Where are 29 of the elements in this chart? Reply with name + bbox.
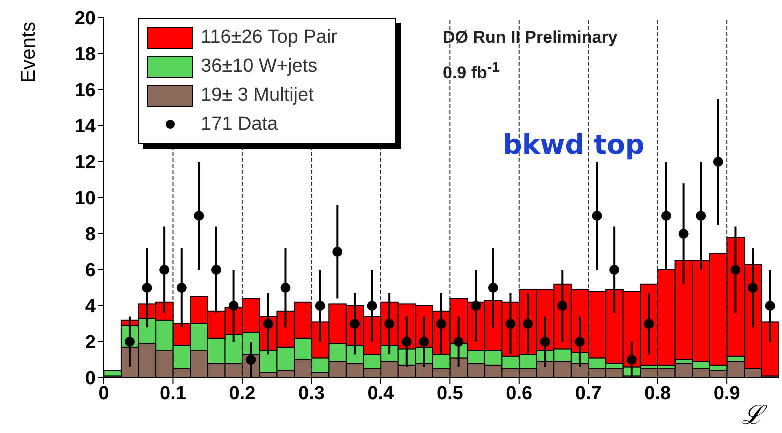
y-tick-label: 20 xyxy=(74,8,96,30)
annotation: DØ Run II Preliminary xyxy=(443,28,618,48)
x-tick-label: 0.7 xyxy=(575,383,602,404)
x-tick-label: 0.9 xyxy=(714,383,740,404)
y-tick-label: 16 xyxy=(74,80,96,102)
y-tick-label: 10 xyxy=(74,188,96,210)
y-tick-label: 0 xyxy=(85,368,96,390)
x-tick-label: 0.4 xyxy=(368,383,395,404)
x-tick-label: 0.1 xyxy=(160,383,187,404)
y-tick-label: 14 xyxy=(74,116,96,138)
y-tick-label: 8 xyxy=(85,224,96,246)
x-tick-label: 0.5 xyxy=(436,383,464,404)
legend-label: 116±26 Top Pair xyxy=(201,26,338,48)
y-tick-label: 4 xyxy=(85,296,96,318)
x-tick-label: 0 xyxy=(98,383,110,404)
y-axis-title: Events xyxy=(18,22,41,84)
y-tick-label: 12 xyxy=(74,152,96,174)
annotation: 0.9 fb$^{-1}$ xyxy=(443,60,500,84)
x-tick-label: 0.6 xyxy=(506,383,533,404)
legend-label: 19± 3 Multijet xyxy=(201,84,314,106)
legend-label: 36±10 W+jets xyxy=(201,56,318,78)
x-tick-label: 0.3 xyxy=(298,383,325,404)
x-tick-label: 0.2 xyxy=(229,383,256,404)
y-tick-label: 6 xyxy=(85,260,96,282)
annotation: bkwd top xyxy=(503,130,645,161)
legend-label: 171 Data xyxy=(201,114,278,136)
x-tick-label: 0.8 xyxy=(644,383,672,404)
y-tick-label: 2 xyxy=(85,332,96,354)
y-tick-label: 18 xyxy=(74,44,96,66)
